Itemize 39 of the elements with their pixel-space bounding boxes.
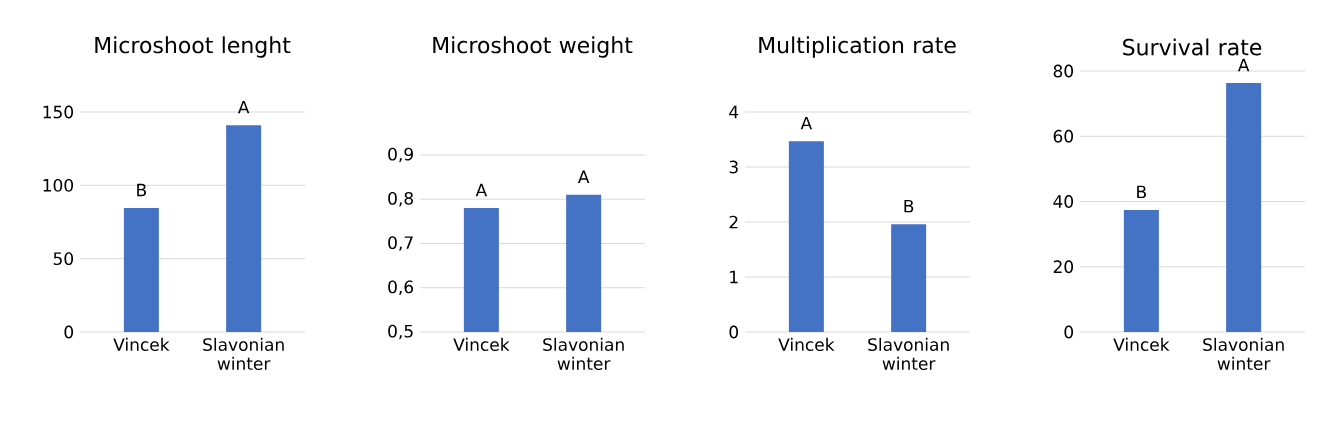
annotation: B (1137, 185, 1146, 199)
y-tick-label: 0,9 (388, 147, 413, 163)
y-tick-label: 2 (729, 215, 738, 229)
y-tick-label: 3 (729, 160, 738, 174)
y-tick-label: 150 (43, 105, 74, 119)
y-tick-label: 4 (729, 105, 739, 119)
x-tick-label: Slavonian winter (1203, 337, 1284, 370)
x-tick-label: Vincek (453, 337, 510, 351)
y-tick-label: 0 (1064, 325, 1074, 339)
y-tick-label: 0,7 (388, 236, 413, 251)
y-tick-label: 0,6 (388, 280, 414, 296)
y-tick-label: 20 (1053, 260, 1074, 274)
x-tick-label: Slavonian winter (203, 337, 284, 370)
annotation: A (1237, 58, 1250, 72)
x-tick-label: Vincek (1113, 337, 1170, 351)
y-tick-label: 60 (1053, 129, 1074, 143)
annotation: B (137, 183, 147, 197)
y-tick-label: 0,8 (388, 191, 413, 207)
x-tick-label: Vincek (113, 337, 170, 351)
x-tick-label: Vincek (778, 337, 835, 351)
y-tick-label: 40 (1053, 195, 1074, 208)
annotation: A (475, 183, 488, 197)
annotation: A (577, 170, 590, 183)
y-tick-label: 50 (53, 252, 74, 266)
x-tick-label: Slavonian winter (868, 337, 949, 370)
annotation: A (800, 116, 813, 130)
y-tick-label: 80 (1053, 64, 1074, 78)
chart-title: Microshoot lenght (95, 36, 291, 58)
chart-title: Survival rate (1123, 38, 1262, 56)
y-tick-label: 0 (729, 325, 739, 339)
chart-title: Microshoot weight (433, 36, 633, 58)
chart-title: Multiplication rate (759, 36, 956, 58)
annotation: B (904, 199, 914, 213)
y-tick-label: 100 (43, 178, 74, 192)
y-tick-label: 0,5 (388, 324, 413, 340)
x-tick-label: Slavonian winter (543, 337, 624, 370)
annotation: A (237, 100, 250, 114)
y-tick-label: 0 (64, 325, 74, 339)
y-tick-label: 1 (730, 270, 738, 284)
